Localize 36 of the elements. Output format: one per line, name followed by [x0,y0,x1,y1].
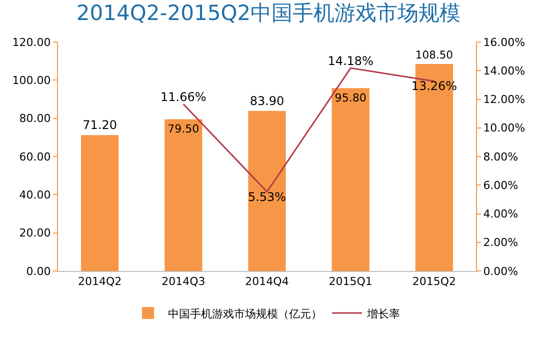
legend-label: 中国手机游戏市场规模（亿元） [168,307,322,320]
bar [332,88,370,271]
data-label: 79.50 [168,122,200,136]
bar [164,119,202,271]
y-tick-label: 40.00 [19,188,51,202]
y2-tick-label: 8.00% [483,150,518,164]
data-label: 71.20 [82,118,117,132]
bar [248,110,286,271]
y2-tick-label: 4.00% [483,208,518,221]
y2-tick-label: 10.00% [483,122,526,135]
data-label: 14.18% [328,54,374,68]
y2-tick-label: 6.00% [483,178,518,192]
y2-tick-label: 2.00% [483,236,518,250]
y-tick-label: 80.00 [19,112,51,126]
y-tick-label: 20.00 [19,226,51,240]
y2-tick-label: 16.00% [483,36,526,49]
y2-tick-label: 12.00% [483,93,526,106]
data-label: 5.53% [248,190,286,204]
x-tick-label: 2015Q2 [412,275,456,288]
x-tick-label: 2014Q2 [78,275,122,288]
x-tick-label: 2015Q1 [328,275,372,288]
chart-title: 2014Q2-2015Q2中国手机游戏市场规模 [76,0,461,25]
y-tick-label: 0.00 [26,264,51,278]
legend-label: 增长率 [366,307,400,320]
bar [80,135,119,271]
y-tick-label: 60.00 [19,150,51,164]
x-tick-label: 2014Q4 [245,275,289,288]
y-tick-label: 100.00 [12,74,51,88]
y2-tick-label: 14.00% [483,64,526,78]
y-tick-label: 120.00 [12,36,51,49]
data-label: 108.50 [415,48,454,62]
data-label: 95.80 [334,91,366,104]
x-tick-label: 2014Q3 [162,275,206,288]
data-label: 83.90 [250,94,284,108]
y2-tick-label: 0.00% [483,264,518,278]
data-label: 11.66% [160,90,206,104]
